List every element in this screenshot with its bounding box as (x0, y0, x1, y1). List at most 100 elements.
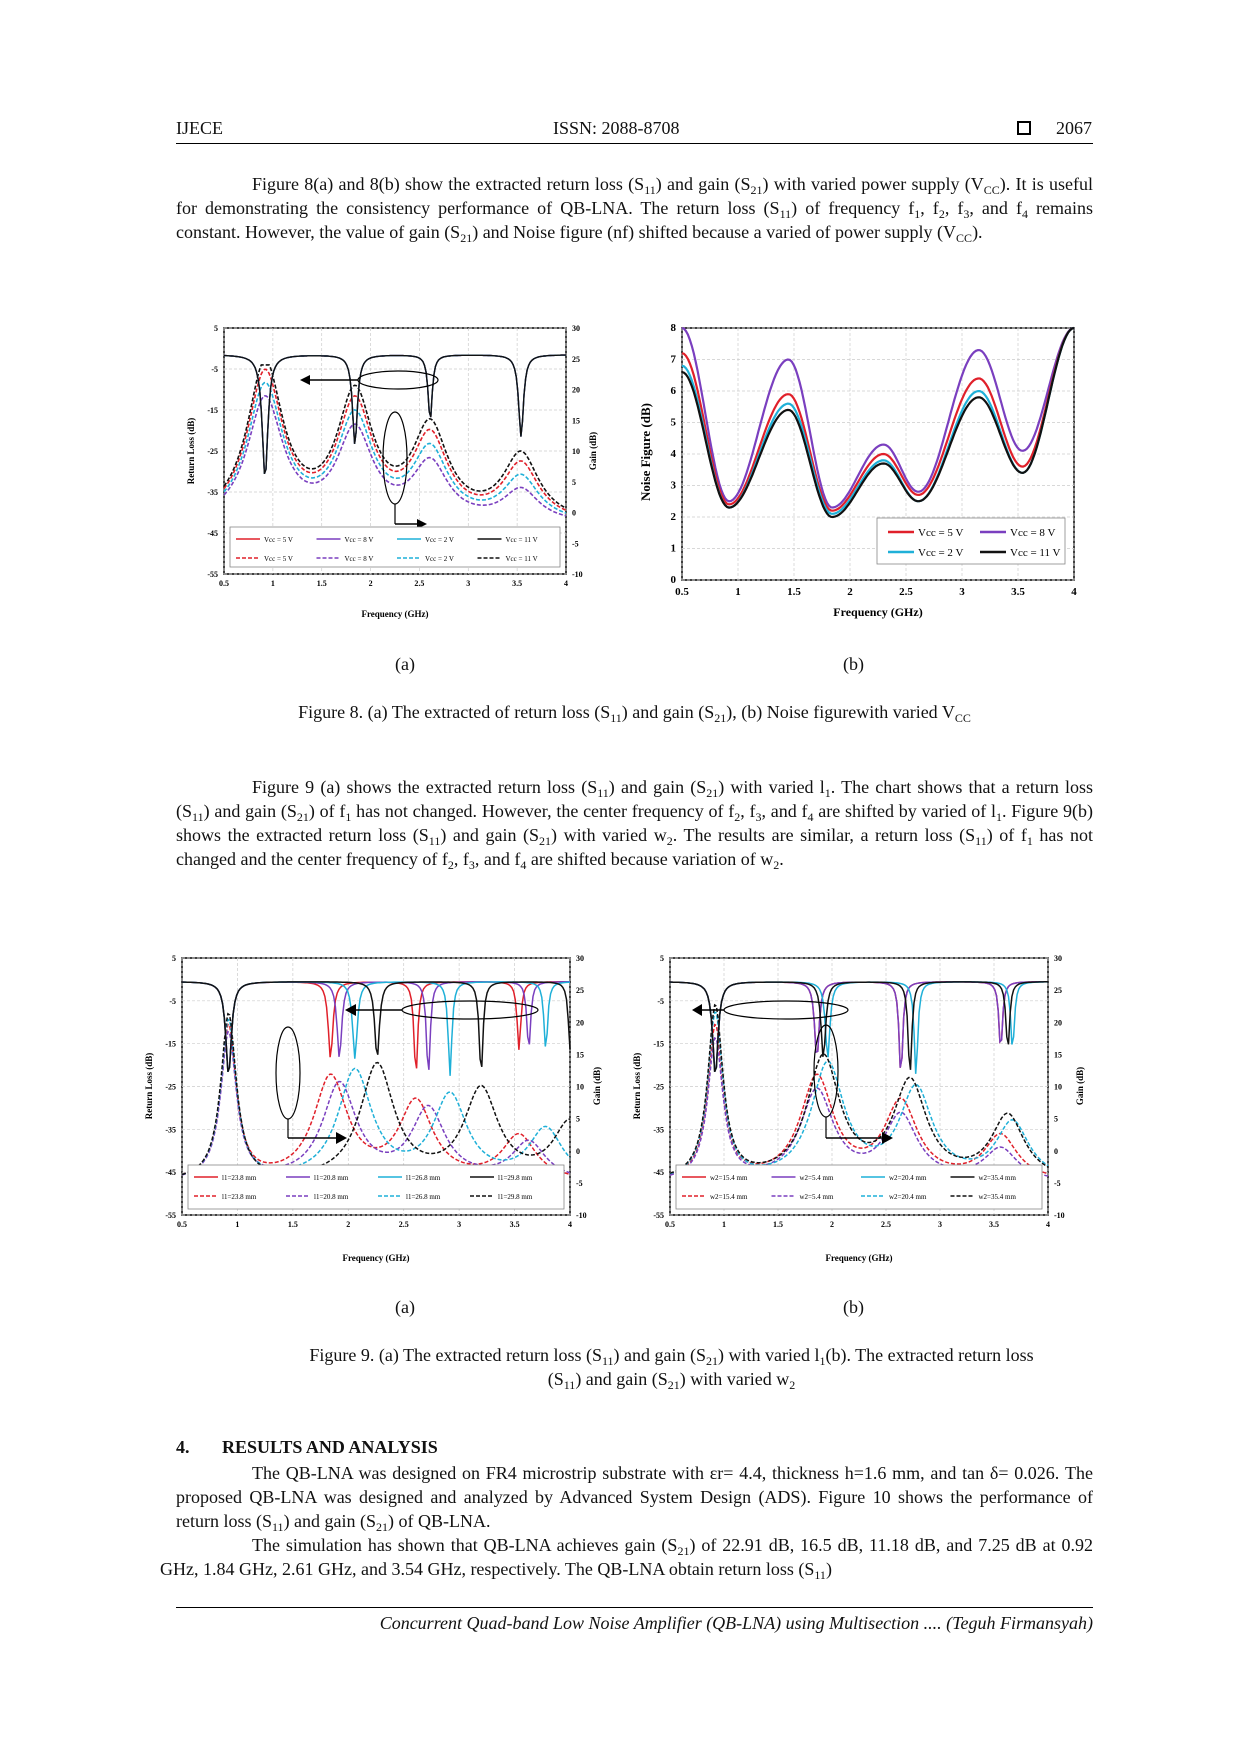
figure-9b-label: (b) (843, 1297, 864, 1317)
y2-tick-label: -10 (576, 1211, 587, 1220)
ticks: 0.5 1 1.5 2 2.5 3 3.5 45-5-15-25-35-45-55302520… (165, 954, 586, 1229)
legend-label: Vcc = 5 V (918, 527, 963, 539)
legend-label: w2=35.4 mm (979, 1174, 1017, 1182)
x-tick-label: 0.5 (665, 1220, 675, 1229)
y-axis-label: Return Loss (dB) (144, 1053, 154, 1120)
y2-tick-label: 25 (572, 355, 580, 364)
arrow-head-icon (692, 1004, 702, 1016)
y2-axis-label: Gain (dB) (592, 1067, 602, 1105)
legend-label: l1=26.8 mm (406, 1174, 441, 1182)
y-tick-label: -5 (169, 997, 176, 1006)
gain-curve (181, 1012, 571, 1176)
legend-label: w2=20.4 mm (889, 1193, 927, 1201)
x-tick-label: 0.5 (675, 586, 689, 598)
x-tick-label: 3 (457, 1220, 461, 1229)
y2-tick-label: -5 (576, 1179, 583, 1188)
gain-curve (223, 395, 567, 517)
legend-label: w2=15.4 mm (710, 1193, 748, 1201)
legend-label: Vcc = 8 V (1010, 527, 1055, 539)
x-tick-label: 2.5 (881, 1220, 891, 1229)
arrow-head-icon (336, 1132, 347, 1144)
y-tick-label: 5 (660, 954, 664, 963)
header-rule (176, 143, 1093, 144)
figure-8-caption: Figure 8. (a) The extracted of return lo… (298, 702, 971, 725)
legend-label: Vcc = 8 V (345, 536, 374, 544)
y-tick-label: -45 (207, 529, 218, 538)
y-tick-label: -35 (653, 1125, 664, 1134)
x-tick-label: 2 (369, 579, 373, 588)
legend-label: Vcc = 11 V (506, 555, 538, 563)
page-number: 2067 (1056, 118, 1092, 138)
y-tick-label: 5 (214, 324, 218, 333)
curves (181, 980, 571, 1176)
x-tick-label: 3 (938, 1220, 942, 1229)
x-axis-label: Frequency (GHz) (361, 609, 428, 619)
grid (681, 327, 1075, 581)
gain-curve (223, 368, 567, 511)
x-tick-label: 0.5 (219, 579, 229, 588)
x-tick-label: 3 (466, 579, 470, 588)
y-tick-label: -15 (207, 406, 218, 415)
x-axis-label: Frequency (GHz) (833, 605, 922, 619)
y-tick-label: -55 (653, 1211, 664, 1220)
y-tick-label: -5 (657, 997, 664, 1006)
legend-label: w2=5.4 mm (800, 1174, 834, 1182)
y2-tick-label: 0 (576, 1147, 580, 1156)
legend-label: Vcc = 2 V (425, 536, 454, 544)
arrow-head-icon (417, 519, 427, 529)
return-loss-curve (182, 981, 571, 1073)
x-tick-label: 1.5 (317, 579, 327, 588)
figure-9-caption: Figure 9. (a) The extracted return loss … (309, 1345, 1034, 1392)
x-tick-label: 1 (735, 586, 741, 598)
legend-label: l1=23.8 mm (222, 1174, 257, 1182)
y2-tick-label: -5 (572, 539, 579, 548)
figure-9a-label: (a) (395, 1297, 415, 1317)
legend-label: Vcc = 8 V (345, 555, 374, 563)
y-tick-label: 5 (172, 954, 176, 963)
x-tick-label: 3.5 (989, 1220, 999, 1229)
y-axis-label: Return Loss (dB) (632, 1053, 642, 1120)
legend-label: l1=26.8 mm (406, 1193, 441, 1201)
y2-tick-label: 30 (572, 324, 580, 333)
figure-9b-chart: 0.5 1 1.5 2 2.5 3 3.5 45-5-15-25-35-45-55302520… (632, 954, 1085, 1263)
x-tick-label: 4 (1046, 1220, 1050, 1229)
y2-tick-label: 20 (572, 386, 580, 395)
y2-tick-label: 15 (572, 416, 580, 425)
y2-tick-label: 25 (1054, 986, 1062, 995)
x-tick-label: 4 (564, 579, 568, 588)
figure-9a-chart: 0.5 1 1.5 2 2.5 3 3.5 45-5-15-25-35-45-55302520… (144, 954, 602, 1263)
curves (681, 326, 1075, 519)
legend-label: l1=29.8 mm (498, 1193, 533, 1201)
x-tick-label: 2 (847, 586, 853, 598)
y-tick-label: 7 (671, 354, 677, 366)
legend: Vcc = 5 V Vcc = 5 V Vcc = 8 V Vcc = 8 V Vcc … (229, 526, 561, 568)
journal-name: IJECE (176, 118, 223, 138)
y2-axis-label: Gain (dB) (588, 432, 598, 470)
y-tick-label: -25 (207, 447, 218, 456)
y-tick-label: -35 (165, 1125, 176, 1134)
y2-tick-label: 10 (1054, 1083, 1062, 1092)
legend: w2=15.4 mm w2=15.4 mm w2=5.4 mm w2=5.4 mm w2… (675, 1164, 1043, 1210)
y2-tick-label: 10 (572, 447, 580, 456)
arrow-head-icon (882, 1132, 893, 1144)
figure-8a-label: (a) (395, 654, 415, 674)
y-tick-label: -35 (207, 488, 218, 497)
x-tick-label: 1.5 (288, 1220, 298, 1229)
y-tick-label: -25 (165, 1083, 176, 1092)
x-axis-label: Frequency (GHz) (825, 1253, 892, 1263)
y-tick-label: 3 (671, 480, 677, 492)
footer-citation: Concurrent Quad-band Low Noise Amplifier… (379, 1613, 1093, 1633)
x-axis-label: Frequency (GHz) (342, 1253, 409, 1263)
legend: l1=23.8 mm l1=23.8 mm l1=20.8 mm l1=20.8 mm… (187, 1164, 565, 1210)
return-loss-curve (670, 981, 1048, 1073)
legend-label: l1=23.8 mm (222, 1193, 257, 1201)
y2-tick-label: 25 (576, 986, 584, 995)
issn: ISSN: 2088-8708 (553, 118, 680, 138)
arrow-head-icon (345, 1004, 356, 1016)
y-axis-label: Return Loss (dB) (186, 418, 196, 485)
y-tick-label: -45 (165, 1168, 176, 1177)
y-tick-label: -45 (653, 1168, 664, 1177)
x-tick-label: 3.5 (510, 1220, 520, 1229)
noise-figure-curve (681, 326, 1075, 509)
x-tick-label: 1 (235, 1220, 239, 1229)
